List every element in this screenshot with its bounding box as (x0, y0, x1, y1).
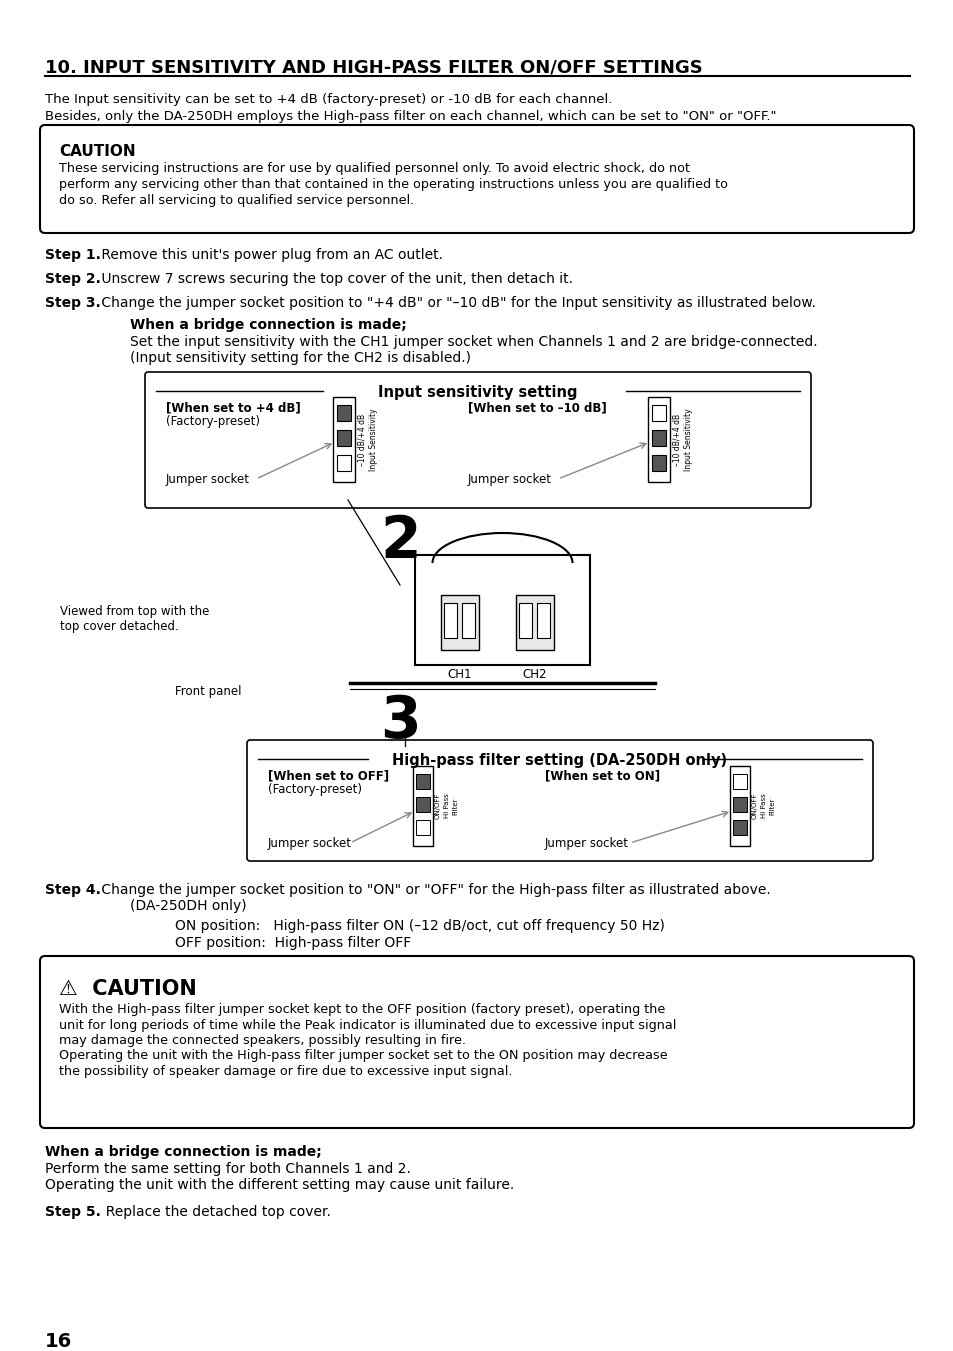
Text: Change the jumper socket position to "+4 dB" or "–10 dB" for the Input sensitivi: Change the jumper socket position to "+4… (97, 296, 815, 309)
Text: Operating the unit with the different setting may cause unit failure.: Operating the unit with the different se… (45, 1178, 514, 1192)
Text: Step 5.: Step 5. (45, 1205, 101, 1219)
Bar (416, 797, 430, 812)
Text: [When set to ON]: [When set to ON] (544, 769, 659, 782)
Text: Hi Pass: Hi Pass (760, 793, 766, 819)
Bar (336, 405, 351, 422)
Text: Perform the same setting for both Channels 1 and 2.: Perform the same setting for both Channe… (45, 1162, 411, 1175)
Text: Operating the unit with the High-pass filter jumper socket set to the ON positio: Operating the unit with the High-pass fi… (59, 1050, 667, 1062)
Text: When a bridge connection is made;: When a bridge connection is made; (130, 317, 406, 332)
Text: unit for long periods of time while the Peak indicator is illuminated due to exc: unit for long periods of time while the … (59, 1019, 676, 1032)
Bar (537, 603, 550, 638)
FancyBboxPatch shape (415, 555, 589, 665)
Text: Set the input sensitivity with the CH1 jumper socket when Channels 1 and 2 are b: Set the input sensitivity with the CH1 j… (130, 335, 817, 349)
Bar (416, 820, 430, 835)
Text: Step 2.: Step 2. (45, 272, 101, 286)
Text: Filter: Filter (768, 797, 774, 815)
Text: the possibility of speaker damage or fire due to excessive input signal.: the possibility of speaker damage or fir… (59, 1065, 512, 1078)
Text: Change the jumper socket position to "ON" or "OFF" for the High-pass filter as i: Change the jumper socket position to "ON… (97, 884, 770, 897)
Bar (443, 603, 456, 638)
Text: [When set to OFF]: [When set to OFF] (268, 769, 389, 782)
Text: Viewed from top with the: Viewed from top with the (60, 605, 209, 617)
Bar (516, 594, 554, 650)
Text: Remove this unit's power plug from an AC outlet.: Remove this unit's power plug from an AC… (97, 249, 442, 262)
Text: Step 1.: Step 1. (45, 249, 101, 262)
Bar (416, 774, 430, 789)
Text: These servicing instructions are for use by qualified personnel only. To avoid e: These servicing instructions are for use… (59, 162, 689, 176)
Text: ON/OFF: ON/OFF (751, 793, 758, 819)
Text: [When set to +4 dB]: [When set to +4 dB] (166, 401, 300, 413)
Text: The Input sensitivity can be set to +4 dB (factory-preset) or -10 dB for each ch: The Input sensitivity can be set to +4 d… (45, 93, 612, 105)
Text: do so. Refer all servicing to qualified service personnel.: do so. Refer all servicing to qualified … (59, 195, 414, 207)
Text: Filter: Filter (452, 797, 457, 815)
Bar (651, 430, 665, 446)
FancyBboxPatch shape (247, 740, 872, 861)
Text: Unscrew 7 screws securing the top cover of the unit, then detach it.: Unscrew 7 screws securing the top cover … (97, 272, 573, 286)
Text: ⚠  CAUTION: ⚠ CAUTION (59, 979, 196, 998)
Text: 2: 2 (379, 513, 420, 570)
Text: Input Sensitivity: Input Sensitivity (683, 408, 692, 470)
Text: –10 dB/+4 dB: –10 dB/+4 dB (672, 413, 681, 466)
Text: Jumper socket: Jumper socket (468, 473, 552, 486)
Text: 3: 3 (379, 693, 420, 750)
Bar (651, 455, 665, 471)
Bar (647, 397, 669, 482)
Text: CAUTION: CAUTION (59, 145, 135, 159)
Text: (DA-250DH only): (DA-250DH only) (130, 898, 247, 913)
Bar (732, 797, 746, 812)
Text: (Input sensitivity setting for the CH2 is disabled.): (Input sensitivity setting for the CH2 i… (130, 351, 471, 365)
Text: ON position:   High-pass filter ON (–12 dB/oct, cut off frequency 50 Hz): ON position: High-pass filter ON (–12 dB… (174, 919, 664, 934)
Text: High-pass filter setting (DA-250DH only): High-pass filter setting (DA-250DH only) (392, 753, 727, 767)
Text: Jumper socket: Jumper socket (166, 473, 250, 486)
Bar (413, 766, 433, 846)
Text: When a bridge connection is made;: When a bridge connection is made; (45, 1146, 321, 1159)
Text: Input sensitivity setting: Input sensitivity setting (377, 385, 578, 400)
FancyBboxPatch shape (40, 957, 913, 1128)
Bar (518, 603, 532, 638)
Text: 10. INPUT SENSITIVITY AND HIGH-PASS FILTER ON/OFF SETTINGS: 10. INPUT SENSITIVITY AND HIGH-PASS FILT… (45, 58, 702, 76)
Text: Step 4.: Step 4. (45, 884, 101, 897)
Bar (732, 774, 746, 789)
Text: Besides, only the DA-250DH employs the High-pass filter on each channel, which c: Besides, only the DA-250DH employs the H… (45, 109, 776, 123)
Text: OFF position:  High-pass filter OFF: OFF position: High-pass filter OFF (174, 936, 411, 950)
Text: [When set to –10 dB]: [When set to –10 dB] (468, 401, 606, 413)
Text: ON/OFF: ON/OFF (435, 793, 440, 819)
Text: top cover detached.: top cover detached. (60, 620, 178, 634)
Text: (Factory-preset): (Factory-preset) (166, 415, 260, 428)
Text: (Factory-preset): (Factory-preset) (268, 784, 361, 796)
FancyBboxPatch shape (145, 372, 810, 508)
Bar (336, 455, 351, 471)
Text: Replace the detached top cover.: Replace the detached top cover. (97, 1205, 331, 1219)
Text: CH1: CH1 (447, 667, 472, 681)
Bar (732, 820, 746, 835)
Text: With the High-pass filter jumper socket kept to the OFF position (factory preset: With the High-pass filter jumper socket … (59, 1002, 664, 1016)
Text: Input Sensitivity: Input Sensitivity (369, 408, 377, 470)
Bar (336, 430, 351, 446)
Bar (461, 603, 475, 638)
Bar (651, 405, 665, 422)
Text: –10 dB/+4 dB: –10 dB/+4 dB (357, 413, 367, 466)
Text: 16: 16 (45, 1332, 72, 1351)
Bar (729, 766, 749, 846)
Text: Hi Pass: Hi Pass (443, 793, 450, 819)
Text: Front panel: Front panel (174, 685, 241, 698)
Text: perform any servicing other than that contained in the operating instructions un: perform any servicing other than that co… (59, 178, 727, 190)
FancyBboxPatch shape (40, 126, 913, 232)
Text: Step 3.: Step 3. (45, 296, 101, 309)
Text: may damage the connected speakers, possibly resulting in fire.: may damage the connected speakers, possi… (59, 1034, 465, 1047)
Bar (440, 594, 478, 650)
Text: CH2: CH2 (522, 667, 547, 681)
Text: Jumper socket: Jumper socket (544, 838, 628, 850)
Text: Jumper socket: Jumper socket (268, 838, 352, 850)
Bar (333, 397, 355, 482)
